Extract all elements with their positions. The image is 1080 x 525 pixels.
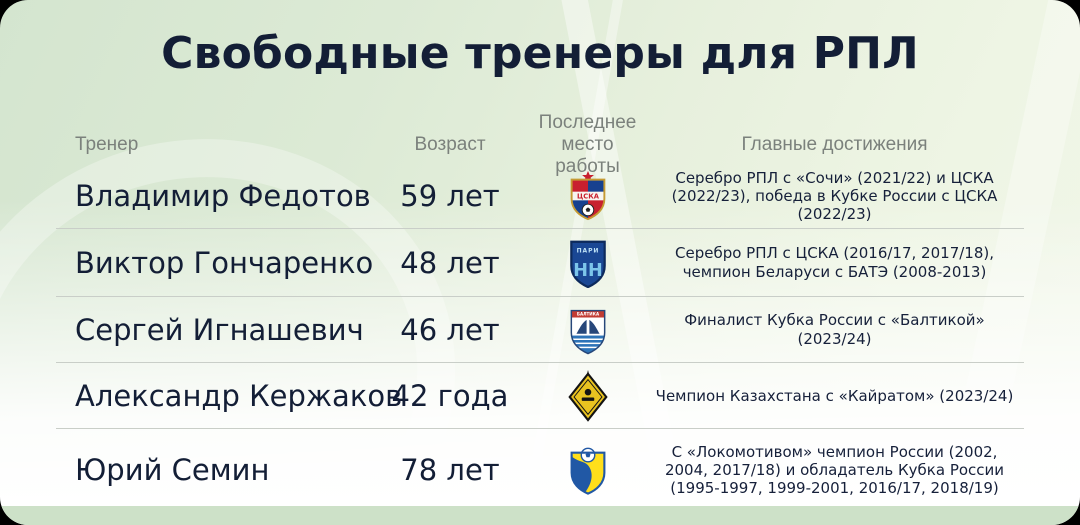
coach-age: 59 лет bbox=[400, 179, 500, 213]
club-logo-cell: ПАРИ НН bbox=[530, 238, 645, 288]
page-title: Свободные тренеры для РПЛ bbox=[161, 28, 919, 79]
table-row: Владимир Федотов 59 лет bbox=[56, 164, 1024, 229]
coach-name: Владимир Федотов bbox=[75, 179, 371, 213]
table-row: Сергей Игнашевич 46 лет bbox=[56, 297, 1024, 363]
pari-nn-logo-top-text: ПАРИ bbox=[576, 247, 599, 254]
baltika-logo: БАЛТИКА bbox=[570, 309, 605, 354]
coaches-table: Тренер Возраст Последнее место работы Гл… bbox=[0, 112, 1080, 511]
achievements-text: Серебро РПЛ с ЦСКА (2016/17, 2017/18), ч… bbox=[675, 244, 994, 281]
column-header-achievements: Главные достижения bbox=[741, 133, 928, 155]
coach-name: Сергей Игнашевич bbox=[75, 312, 364, 347]
bottom-accent-strip bbox=[0, 506, 1080, 525]
coach-age: 78 лет bbox=[400, 453, 500, 487]
achievements-text: С «Локомотивом» чемпион России (2002, 20… bbox=[664, 442, 1005, 498]
table-row: Виктор Гончаренко 48 лет ПАРИ НН Серебро… bbox=[56, 229, 1024, 297]
baltika-logo-text: БАЛТИКА bbox=[576, 311, 599, 316]
column-header-coach: Тренер bbox=[75, 133, 139, 155]
achievements-text: Финалист Кубка России с «Балтикой» (2023… bbox=[684, 311, 985, 348]
coach-name: Виктор Гончаренко bbox=[75, 245, 374, 280]
club-logo-cell: ЦСКА bbox=[530, 170, 645, 222]
column-header-last-club: Последнее место работы bbox=[538, 112, 637, 177]
rostov-logo bbox=[570, 447, 605, 495]
coach-name: Александр Кержаков bbox=[75, 378, 403, 413]
table-row: Александр Кержаков 42 года Чемпион Казах… bbox=[56, 363, 1024, 429]
club-logo-cell bbox=[530, 369, 645, 422]
pari-nn-logo-main-text: НН bbox=[573, 260, 602, 280]
club-logo-cell bbox=[530, 444, 645, 496]
achievements-text: Серебро РПЛ с «Сочи» (2021/22) и ЦСКА (2… bbox=[671, 168, 998, 224]
pari-nn-logo: ПАРИ НН bbox=[569, 240, 606, 288]
coach-name: Юрий Семин bbox=[75, 453, 270, 487]
table-header-row: Тренер Возраст Последнее место работы Гл… bbox=[56, 112, 1024, 177]
column-header-age: Возраст bbox=[414, 133, 486, 155]
coach-age: 46 лет bbox=[400, 312, 500, 347]
achievements-text: Чемпион Казахстана с «Кайратом» (2023/24… bbox=[655, 386, 1014, 405]
table-row: Юрий Семин 78 лет С «Локомотивом» че bbox=[56, 429, 1024, 511]
club-logo-cell: БАЛТИКА bbox=[530, 305, 645, 355]
cska-logo-text: ЦСКА bbox=[577, 192, 600, 200]
coach-age: 42 года bbox=[391, 378, 509, 413]
coach-age: 48 лет bbox=[400, 245, 500, 280]
kairat-logo bbox=[567, 369, 608, 422]
cska-logo: ЦСКА bbox=[570, 170, 605, 221]
